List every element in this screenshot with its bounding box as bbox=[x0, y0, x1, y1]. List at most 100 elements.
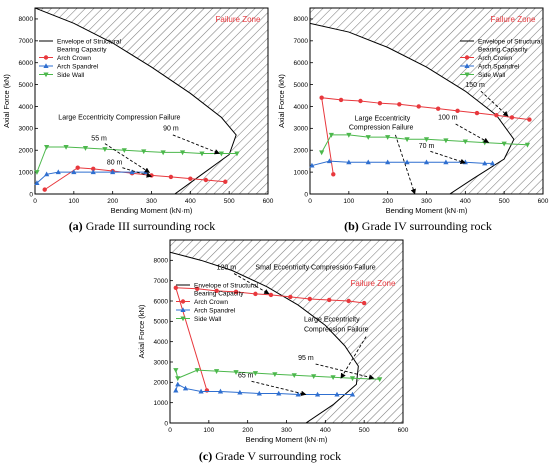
legend-entry-side-wall: Side Wall bbox=[57, 72, 85, 79]
x-tick-label: 300 bbox=[421, 198, 432, 205]
x-tick-label: 100 bbox=[68, 198, 79, 205]
data-point-side-wall bbox=[349, 376, 356, 382]
y-tick-label: 1000 bbox=[294, 169, 309, 176]
y-tick-label: 4000 bbox=[294, 104, 309, 111]
data-point-side-wall bbox=[252, 371, 259, 376]
data-point-side-wall bbox=[404, 137, 410, 143]
data-point-arch-spandrel bbox=[489, 160, 496, 166]
y-tick-label: 3000 bbox=[154, 359, 169, 366]
data-point-arch-spandrel bbox=[129, 169, 135, 175]
data-point-arch-spandrel bbox=[237, 389, 243, 395]
data-point-side-wall bbox=[34, 170, 40, 175]
legend-marker bbox=[180, 307, 186, 312]
y-tick-label: 7000 bbox=[19, 38, 34, 45]
legend-marker bbox=[464, 63, 470, 68]
x-axis-label: Bending Moment (kN·m) bbox=[111, 206, 193, 215]
data-point-arch-spandrel bbox=[182, 385, 189, 391]
y-tick-label: 5000 bbox=[294, 82, 309, 89]
x-tick-label: 300 bbox=[281, 427, 292, 434]
data-point-arch-crown bbox=[397, 102, 402, 107]
y-tick-label: 7000 bbox=[154, 278, 169, 285]
legend-entry-arch-spandrel: Arch Spandrel bbox=[478, 63, 520, 70]
legend-marker bbox=[464, 72, 470, 78]
data-point-arch-crown bbox=[377, 100, 383, 106]
x-tick-label: 0 bbox=[168, 427, 172, 434]
x-axis-label: Bending Moment (kN·m) bbox=[246, 435, 328, 444]
annotation-label: Smal Eccentricity Compression Failure bbox=[255, 264, 375, 271]
data-point-side-wall bbox=[501, 141, 507, 147]
failure-zone-hatch bbox=[170, 240, 403, 423]
annotation-label: 80 m bbox=[107, 159, 123, 166]
legend-marker bbox=[464, 55, 470, 60]
data-point-arch-spandrel bbox=[90, 169, 96, 175]
legend-entry-arch-crown: Arch Crown bbox=[478, 55, 512, 62]
caption-a: (a) Grade III surrounding rock bbox=[69, 219, 216, 233]
data-point-side-wall bbox=[443, 138, 449, 144]
series-line-side-wall bbox=[175, 369, 380, 380]
legend-marker bbox=[43, 63, 49, 68]
data-point-side-wall bbox=[141, 149, 147, 155]
legend-entry-side-wall: Side Wall bbox=[194, 316, 222, 323]
y-tick-label: 5000 bbox=[154, 319, 169, 326]
y-tick-label: 6000 bbox=[154, 298, 169, 305]
data-point-arch-spandrel bbox=[173, 387, 179, 393]
envelope-curve bbox=[310, 22, 515, 194]
legend-entry-envelope: Envelope of Structural bbox=[478, 38, 543, 45]
data-point-arch-spandrel bbox=[365, 159, 371, 165]
y-tick-label: 3000 bbox=[19, 126, 34, 133]
annotation-label: Large Eccentricity bbox=[304, 316, 360, 323]
data-point-side-wall bbox=[173, 368, 179, 373]
data-point-arch-spandrel bbox=[175, 381, 181, 387]
annotation-label: 100 m bbox=[438, 115, 458, 122]
y-axis-label: Axial Force (kN) bbox=[137, 304, 146, 358]
data-point-arch-spandrel bbox=[110, 169, 116, 175]
y-tick-label: 2000 bbox=[154, 380, 169, 387]
data-point-side-wall bbox=[179, 150, 186, 156]
data-point-arch-crown bbox=[173, 285, 179, 290]
data-point-arch-crown bbox=[416, 104, 421, 109]
data-point-arch-crown bbox=[288, 294, 293, 300]
series-line-arch-spandrel bbox=[36, 171, 146, 184]
y-tick-label: 8000 bbox=[154, 258, 169, 265]
caption-b: (b) Grade IV surrounding rock bbox=[344, 219, 492, 233]
data-point-side-wall bbox=[346, 132, 352, 138]
data-point-arch-spandrel bbox=[314, 391, 321, 397]
data-point-arch-crown bbox=[361, 300, 367, 306]
y-axis-label: Axial Force (kN) bbox=[2, 74, 11, 128]
x-tick-label: 0 bbox=[33, 198, 37, 205]
y-tick-label: 0 bbox=[29, 191, 33, 198]
data-point-side-wall bbox=[272, 372, 278, 377]
x-tick-label: 500 bbox=[224, 198, 235, 205]
y-tick-label: 7000 bbox=[294, 38, 309, 45]
annotation-arrow bbox=[251, 380, 307, 397]
data-point-arch-spandrel bbox=[334, 391, 340, 397]
data-point-arch-crown bbox=[474, 110, 480, 116]
data-point-side-wall bbox=[385, 135, 391, 140]
annotation-arrow bbox=[455, 123, 490, 143]
data-point-arch-crown bbox=[203, 177, 209, 183]
data-point-arch-crown bbox=[42, 187, 47, 192]
annotation-arrow bbox=[104, 143, 151, 173]
data-point-side-wall bbox=[194, 368, 200, 373]
annotation-label: 90 m bbox=[163, 126, 179, 133]
annotation-label: 55 m bbox=[91, 135, 107, 142]
series-line-arch-crown bbox=[175, 287, 365, 391]
data-point-side-wall bbox=[462, 139, 468, 145]
data-point-arch-crown bbox=[268, 292, 274, 298]
data-point-side-wall bbox=[214, 369, 220, 374]
data-point-arch-crown bbox=[346, 298, 351, 304]
x-axis-label: Bending Moment (kN·m) bbox=[386, 206, 468, 215]
data-point-arch-crown bbox=[91, 166, 96, 172]
data-point-side-wall bbox=[63, 144, 69, 150]
data-point-arch-spandrel bbox=[198, 388, 204, 394]
data-point-side-wall bbox=[121, 148, 127, 154]
legend-entry-envelope-line2: Bearing Capacity bbox=[194, 290, 244, 297]
y-tick-label: 2000 bbox=[294, 148, 309, 155]
data-point-side-wall bbox=[319, 150, 325, 156]
data-point-side-wall bbox=[199, 151, 205, 157]
y-tick-label: 4000 bbox=[154, 339, 169, 346]
data-point-arch-spandrel bbox=[346, 159, 352, 165]
data-point-arch-spandrel bbox=[443, 159, 449, 165]
